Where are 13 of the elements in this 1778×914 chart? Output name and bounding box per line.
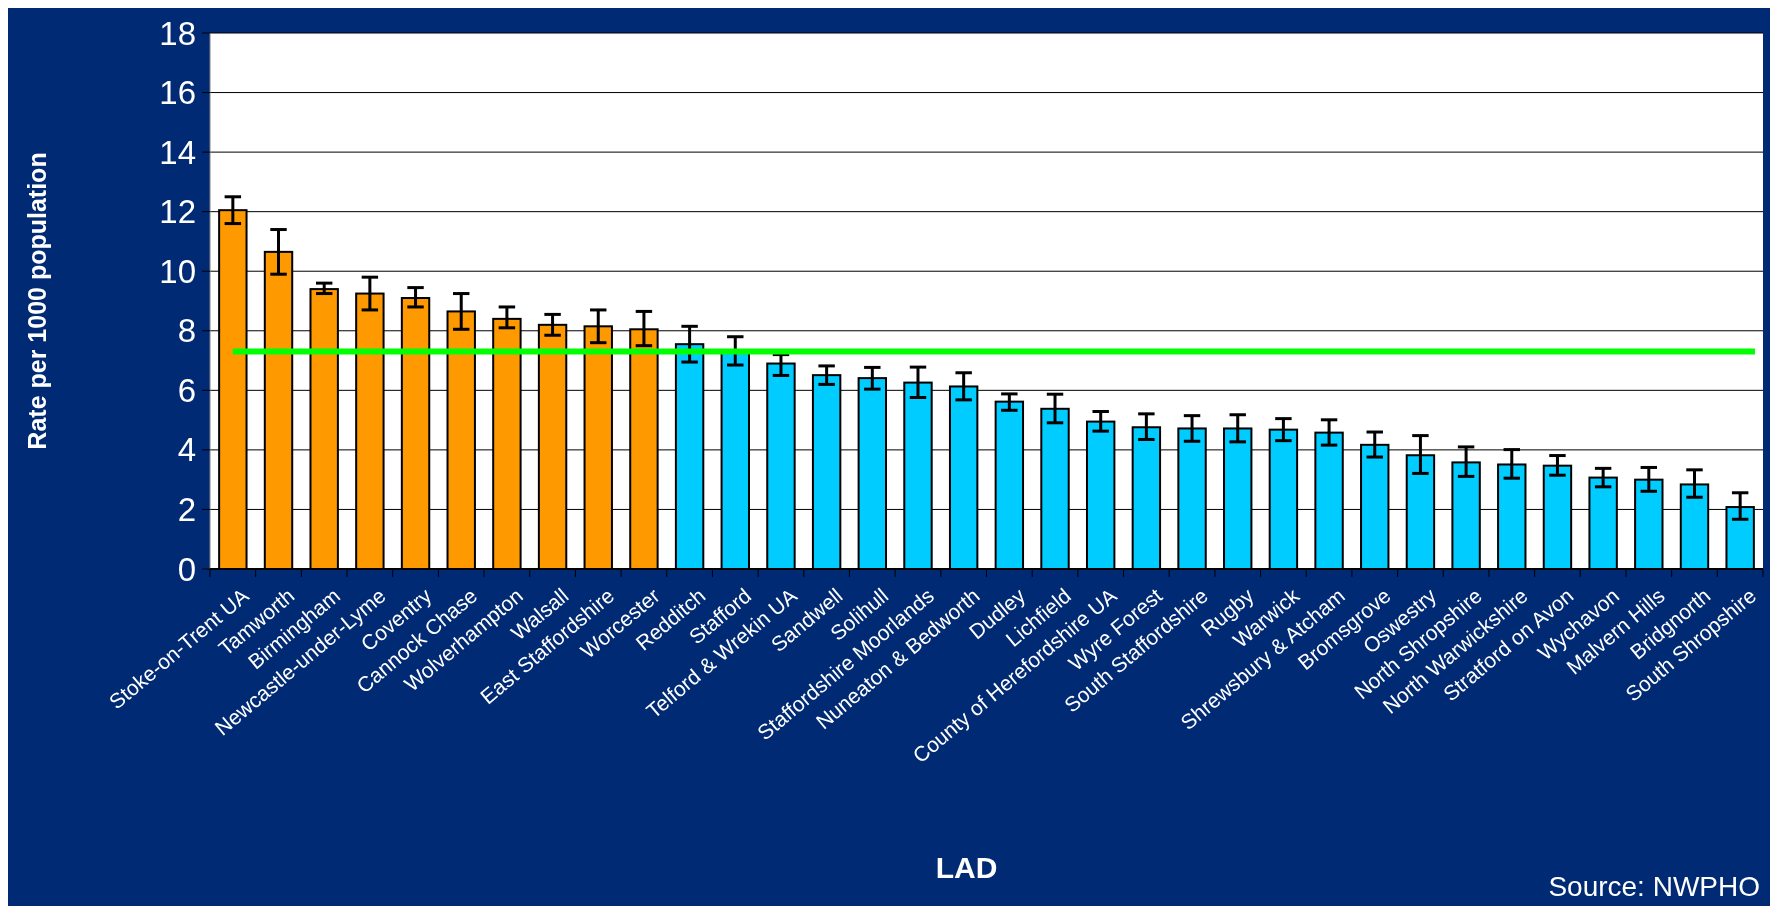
y-tick-label: 18 xyxy=(159,14,196,52)
y-tick-label: 4 xyxy=(177,431,196,469)
y-tick-label: 12 xyxy=(159,193,196,231)
y-tick-label: 8 xyxy=(177,312,196,350)
y-tick-label: 0 xyxy=(177,550,196,588)
y-tick-label: 6 xyxy=(177,371,196,409)
source-note: Source: NWPHO xyxy=(1548,871,1760,902)
y-tick-label: 2 xyxy=(177,490,196,528)
y-tick-label: 16 xyxy=(159,74,196,112)
y-axis-title: Rate per 1000 population xyxy=(23,152,51,450)
y-tick-label: 10 xyxy=(159,252,196,290)
x-axis-title: LAD xyxy=(935,851,998,884)
y-tick-label: 14 xyxy=(159,133,196,171)
